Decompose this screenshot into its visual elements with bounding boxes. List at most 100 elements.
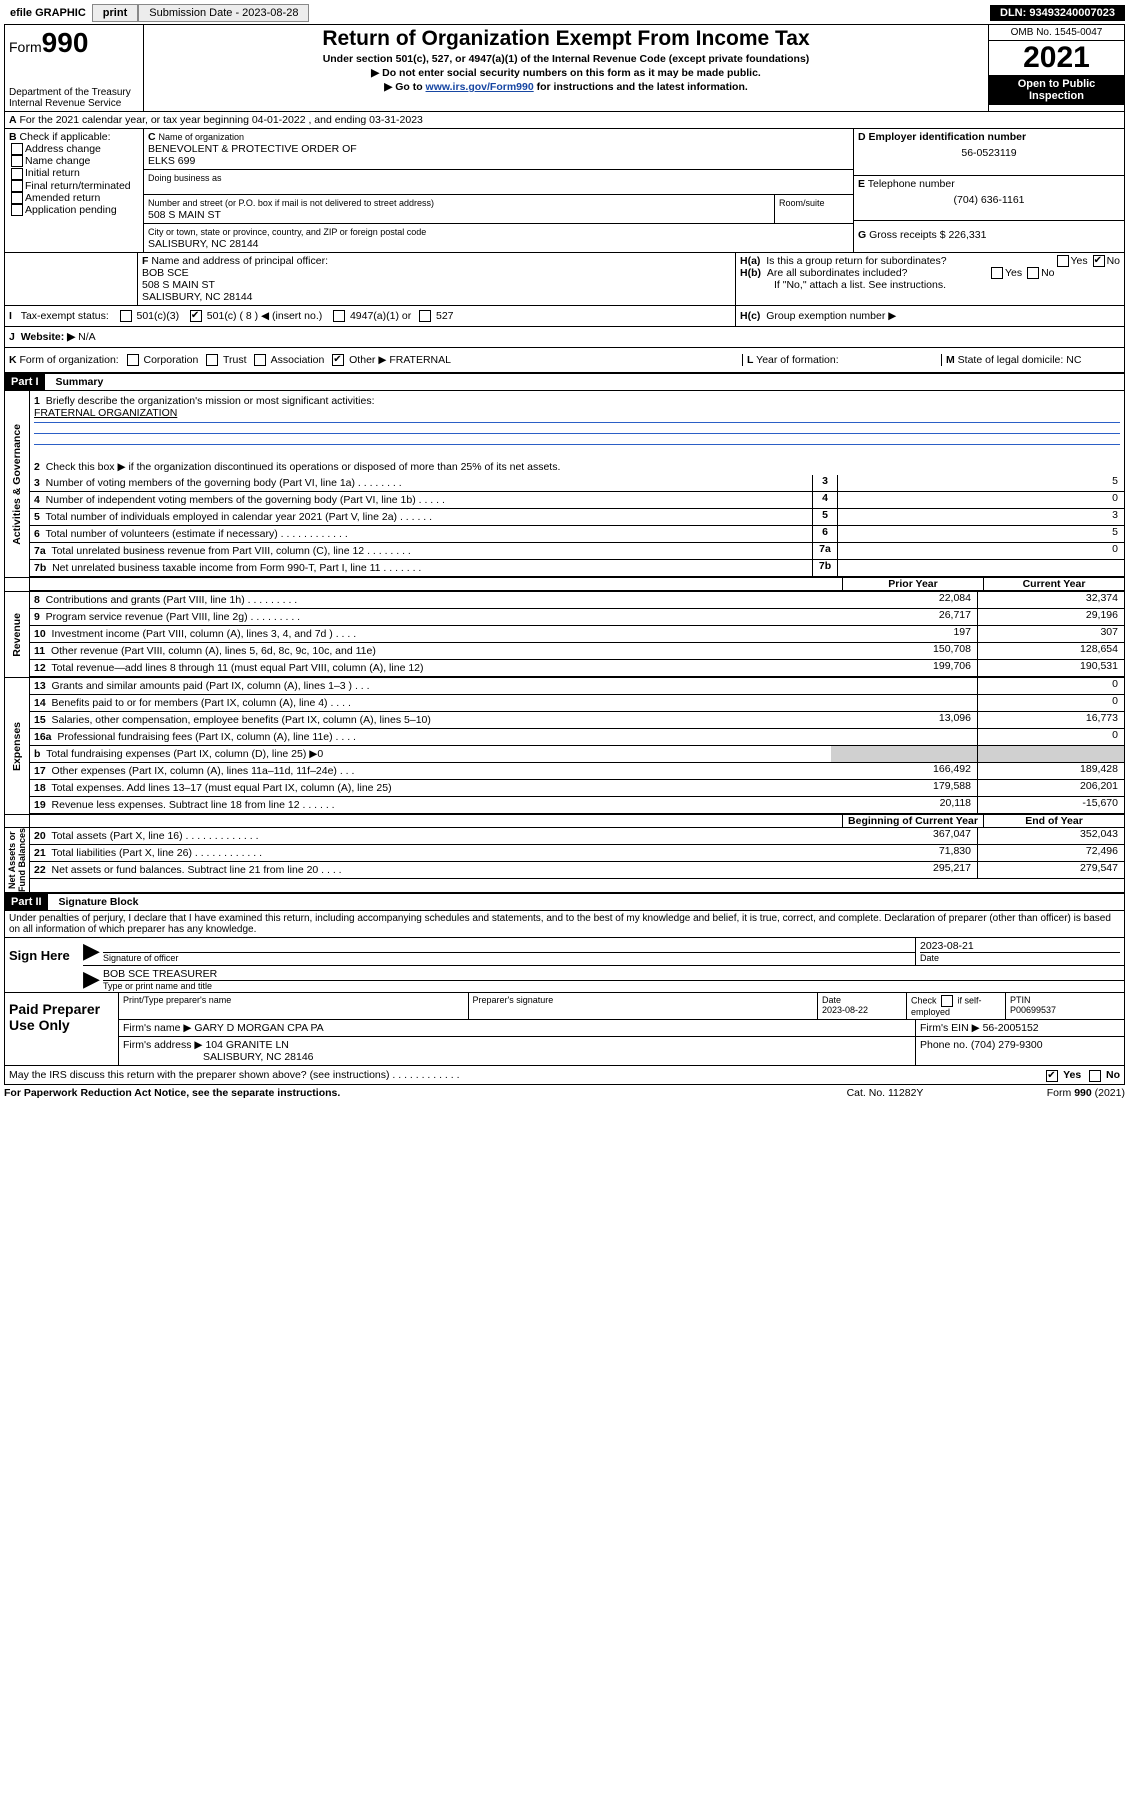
firm-addr: 104 GRANITE LN — [205, 1039, 288, 1051]
line-10-curr: 307 — [978, 626, 1124, 643]
instructions-link[interactable]: www.irs.gov/Form990 — [426, 81, 534, 93]
may-discuss: May the IRS discuss this return with the… — [9, 1069, 460, 1081]
checkbox-pending[interactable] — [11, 204, 23, 216]
chk-other[interactable] — [332, 354, 344, 366]
line-17-prior: 166,492 — [831, 763, 978, 780]
ha-text: Is this a group return for subordinates? — [766, 255, 946, 267]
line-8-prior: 22,084 — [831, 592, 978, 609]
line-6-num: 6 — [812, 526, 838, 543]
subtitle-2: ▶ Do not enter social security numbers o… — [150, 67, 982, 79]
hb-note: If "No," attach a list. See instructions… — [740, 279, 1120, 291]
cat-no: Cat. No. 11282Y — [785, 1087, 985, 1099]
f-hdr: Name and address of principal officer: — [151, 255, 328, 267]
officer-name: BOB SCE — [142, 267, 189, 279]
phone-hdr: Telephone number — [868, 178, 955, 190]
prep-sig-hdr: Preparer's signature — [469, 993, 819, 1019]
line-7a-val: 0 — [838, 543, 1124, 560]
ha-yes[interactable] — [1057, 255, 1069, 267]
side-net: Net Assets or Fund Balances — [7, 828, 27, 892]
may-no[interactable] — [1089, 1070, 1101, 1082]
ein-value: 56-0523119 — [858, 147, 1120, 159]
eoy-hdr: End of Year — [984, 815, 1124, 827]
checkbox-amended[interactable] — [11, 192, 23, 204]
part1-title: Summary — [47, 376, 103, 388]
goto-suffix: for instructions and the latest informat… — [537, 81, 748, 93]
may-yes[interactable] — [1046, 1070, 1058, 1082]
efile-label: efile GRAPHIC — [4, 5, 92, 21]
prior-year-hdr: Prior Year — [842, 578, 984, 591]
line-20-prior: 367,047 — [831, 828, 978, 845]
c-name-hdr: Name of organization — [159, 132, 245, 142]
checkbox-final[interactable] — [11, 180, 23, 192]
line-11-curr: 128,654 — [978, 643, 1124, 660]
i-hdr: Tax-exempt status: — [21, 310, 109, 322]
chk-501c[interactable] — [190, 310, 202, 322]
line-4-num: 4 — [812, 492, 838, 509]
sign-here: Sign Here — [5, 938, 83, 992]
form-title: Return of Organization Exempt From Incom… — [150, 27, 982, 51]
j-hdr: Website: ▶ — [21, 331, 76, 343]
line-a: A For the 2021 calendar year, or tax yea… — [5, 112, 1124, 129]
paid-preparer: Paid Preparer Use Only — [5, 993, 119, 1065]
line-13-prior — [831, 678, 978, 695]
officer-nametitle: BOB SCE TREASURER — [103, 968, 1124, 980]
goto-prefix: ▶ Go to — [384, 81, 422, 93]
phone-value: (704) 636-1161 — [858, 194, 1120, 206]
line-22-curr: 279,547 — [978, 862, 1124, 879]
line-12-prior: 199,706 — [831, 660, 978, 677]
ein-hdr: Employer identification number — [869, 131, 1027, 143]
q1-value: FRATERNAL ORGANIZATION — [34, 407, 177, 419]
line-10-prior: 197 — [831, 626, 978, 643]
street-hdr: Number and street (or P.O. box if mail i… — [148, 198, 434, 208]
chk-trust[interactable] — [206, 354, 218, 366]
form-footer: Form 990 (2021) — [1047, 1087, 1125, 1099]
officer-addr: 508 S MAIN ST SALISBURY, NC 28144 — [142, 279, 253, 303]
firm-ein: 56-2005152 — [983, 1022, 1039, 1034]
line-18-prior: 179,588 — [831, 780, 978, 797]
toolbar: efile GRAPHIC print Submission Date - 20… — [4, 4, 1125, 22]
checkbox-initial[interactable] — [11, 168, 23, 180]
chk-527[interactable] — [419, 310, 431, 322]
hb-no[interactable] — [1027, 267, 1039, 279]
chk-self-emp[interactable] — [941, 995, 953, 1007]
form-container: Form990 Department of the Treasury Inter… — [4, 24, 1125, 1085]
checkbox-address-change[interactable] — [11, 143, 23, 155]
chk-4947[interactable] — [333, 310, 345, 322]
side-governance: Activities & Governance — [11, 424, 23, 545]
street: 508 S MAIN ST — [148, 209, 221, 221]
sig-officer-lbl: Signature of officer — [103, 952, 915, 963]
line-3-num: 3 — [812, 475, 838, 492]
k-hdr: Form of organization: — [20, 354, 119, 366]
l-hdr: Year of formation: — [756, 354, 839, 366]
submission-date: Submission Date - 2023-08-28 — [138, 4, 309, 22]
line-8-curr: 32,374 — [978, 592, 1124, 609]
opt-name: Name change — [25, 155, 90, 167]
line-15-prior: 13,096 — [831, 712, 978, 729]
org-name: BENEVOLENT & PROTECTIVE ORDER OF ELKS 69… — [148, 143, 357, 167]
side-expenses: Expenses — [11, 722, 23, 771]
dln-label: DLN: 93493240007023 — [990, 5, 1125, 21]
sig-date: 2023-08-21 — [920, 940, 1120, 952]
chk-corp[interactable] — [127, 354, 139, 366]
line-11-prior: 150,708 — [831, 643, 978, 660]
chk-assoc[interactable] — [254, 354, 266, 366]
room-hdr: Room/suite — [779, 198, 825, 208]
chk-501c3[interactable] — [120, 310, 132, 322]
side-revenue: Revenue — [11, 613, 23, 657]
line-5-val: 3 — [838, 509, 1124, 526]
ha-no[interactable] — [1093, 255, 1105, 267]
hb-yes[interactable] — [991, 267, 1003, 279]
m-val: NC — [1066, 354, 1081, 366]
print-button[interactable]: print — [92, 4, 138, 22]
line-14-curr: 0 — [978, 695, 1124, 712]
line-9-curr: 29,196 — [978, 609, 1124, 626]
q1: Briefly describe the organization's miss… — [46, 395, 375, 407]
pra-notice: For Paperwork Reduction Act Notice, see … — [4, 1087, 785, 1099]
part1-hdr: Part I — [5, 374, 45, 390]
checkbox-name-change[interactable] — [11, 155, 23, 167]
firm-phone-lbl: Phone no. — [920, 1039, 968, 1051]
line-18-curr: 206,201 — [978, 780, 1124, 797]
line-16a-prior — [831, 729, 978, 746]
city: SALISBURY, NC 28144 — [148, 238, 259, 250]
prep-date-hdr: Date — [822, 995, 841, 1005]
